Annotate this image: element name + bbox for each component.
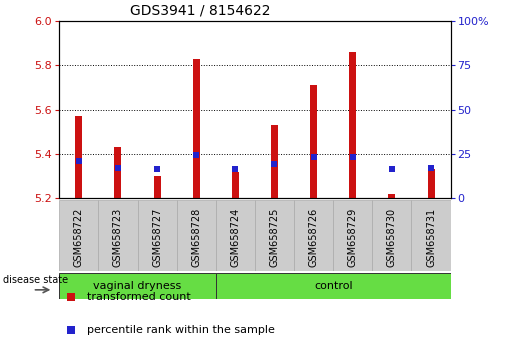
Text: disease state: disease state bbox=[3, 275, 68, 285]
Bar bbox=[271, 125, 278, 198]
Text: GSM658722: GSM658722 bbox=[74, 208, 84, 267]
Bar bbox=[59, 273, 216, 299]
Bar bbox=[153, 176, 161, 198]
Text: transformed count: transformed count bbox=[87, 292, 191, 302]
Bar bbox=[333, 200, 372, 271]
Bar bbox=[255, 200, 294, 271]
Text: GDS3941 / 8154622: GDS3941 / 8154622 bbox=[130, 3, 270, 17]
Bar bbox=[411, 200, 451, 271]
Bar bbox=[232, 172, 239, 198]
Text: GSM658726: GSM658726 bbox=[308, 208, 319, 267]
Bar bbox=[193, 59, 200, 198]
Bar bbox=[388, 194, 396, 198]
Text: control: control bbox=[314, 281, 352, 291]
Bar bbox=[59, 200, 98, 271]
Text: vaginal dryness: vaginal dryness bbox=[93, 281, 182, 291]
Text: GSM658725: GSM658725 bbox=[269, 208, 280, 267]
Bar bbox=[75, 116, 82, 198]
Text: GSM658724: GSM658724 bbox=[230, 208, 241, 267]
Text: GSM658730: GSM658730 bbox=[387, 208, 397, 267]
Text: GSM658729: GSM658729 bbox=[348, 208, 358, 267]
Bar bbox=[216, 273, 451, 299]
Bar bbox=[310, 85, 317, 198]
Bar bbox=[427, 170, 435, 198]
Text: GSM658731: GSM658731 bbox=[426, 208, 436, 267]
Bar bbox=[114, 147, 122, 198]
Text: percentile rank within the sample: percentile rank within the sample bbox=[87, 325, 274, 335]
Bar bbox=[216, 200, 255, 271]
Bar bbox=[372, 200, 411, 271]
Text: GSM658723: GSM658723 bbox=[113, 208, 123, 267]
Bar bbox=[294, 200, 333, 271]
Bar bbox=[98, 200, 138, 271]
Text: GSM658728: GSM658728 bbox=[191, 208, 201, 267]
Text: GSM658727: GSM658727 bbox=[152, 208, 162, 267]
Bar bbox=[138, 200, 177, 271]
Bar bbox=[177, 200, 216, 271]
Bar bbox=[349, 52, 356, 198]
